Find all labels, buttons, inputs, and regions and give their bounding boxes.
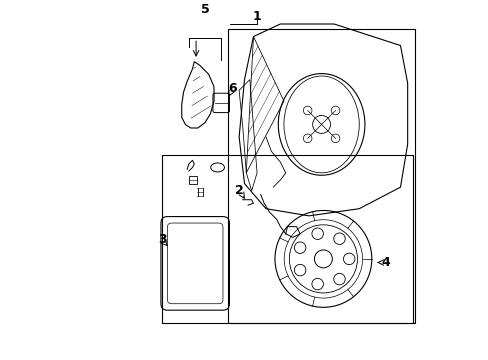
- Text: 2: 2: [235, 184, 244, 197]
- Text: 5: 5: [200, 3, 209, 16]
- Bar: [162, 155, 412, 323]
- Bar: [188, 176, 196, 184]
- Text: 6: 6: [228, 82, 237, 95]
- Text: 1: 1: [252, 10, 261, 23]
- Bar: [228, 30, 414, 323]
- Text: 3: 3: [158, 233, 166, 246]
- Text: 4: 4: [381, 256, 390, 269]
